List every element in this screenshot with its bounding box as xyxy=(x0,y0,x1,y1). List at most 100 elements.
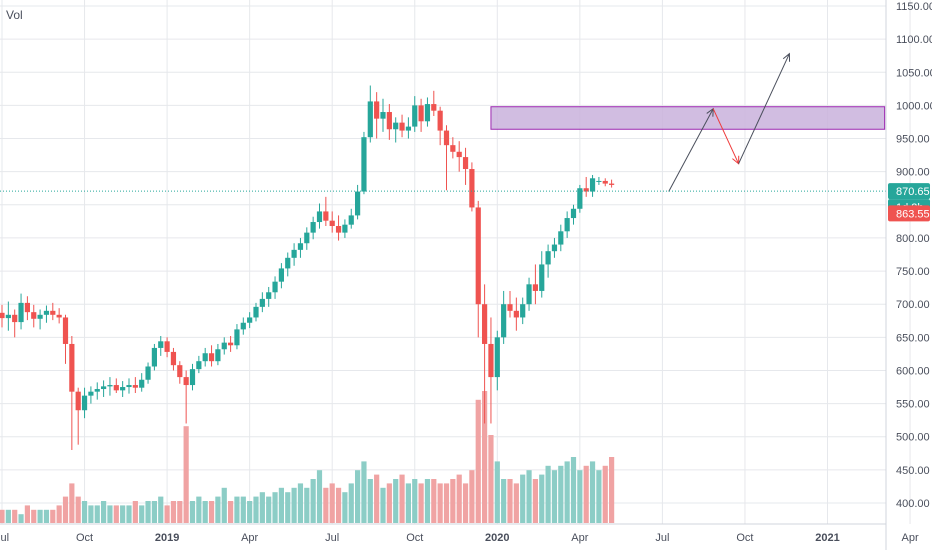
volume-bar xyxy=(5,509,11,523)
candle-body xyxy=(564,218,570,232)
time-axis: Jul Oct 2019 Apr Jul Oct 2020 Apr Jul Oct 2021 Apr xyxy=(0,523,919,544)
candle-body xyxy=(234,329,240,346)
candle-body xyxy=(494,337,500,378)
volume-bar xyxy=(520,474,526,523)
volume-bar xyxy=(234,496,240,523)
candle-body xyxy=(310,222,316,233)
projection-arrow-rally xyxy=(738,53,790,164)
candle-body xyxy=(488,343,494,378)
candle-body xyxy=(443,130,450,146)
candle-body xyxy=(120,387,126,391)
candle-body xyxy=(253,306,259,318)
candle-body xyxy=(532,284,538,291)
candle-body xyxy=(367,101,373,138)
volume-bar xyxy=(151,501,157,523)
volume-bar xyxy=(43,509,50,523)
volume-bar xyxy=(412,479,418,523)
candle-body xyxy=(551,244,558,252)
projection-arrow-up-head xyxy=(706,107,714,117)
candle-body xyxy=(266,292,272,299)
price-tags: 870.651d 2h863.55 xyxy=(888,183,930,222)
volume-bar xyxy=(399,474,405,523)
volume-bar xyxy=(424,479,431,523)
volume-bar xyxy=(475,399,481,523)
volume-bar xyxy=(539,474,545,523)
price-tick-label: 500.00 xyxy=(896,432,930,444)
volume-bar xyxy=(462,483,469,523)
candle-body xyxy=(342,224,348,233)
time-tick-label: Jul xyxy=(655,532,669,544)
candle-body xyxy=(145,366,151,380)
price-tick-label: 800.00 xyxy=(896,233,930,245)
candle-body xyxy=(501,304,507,338)
volume-bar xyxy=(101,501,107,523)
volume-bar xyxy=(75,496,81,523)
candle-body xyxy=(170,351,177,366)
volume-bar xyxy=(418,483,424,523)
volume-bar xyxy=(208,501,215,523)
volume-bar xyxy=(526,470,532,523)
time-tick-label: Oct xyxy=(736,532,753,544)
volume-bar xyxy=(221,487,227,523)
price-tick-label: 1100.00 xyxy=(896,34,932,46)
volume-bar xyxy=(247,501,253,523)
volume-bar xyxy=(0,509,5,523)
candle-body xyxy=(589,178,596,192)
candle-body xyxy=(380,112,386,119)
projection-arrow-rally-head xyxy=(782,52,791,62)
candle-body xyxy=(126,385,132,388)
candle-body xyxy=(456,151,462,158)
volume-bar xyxy=(609,457,615,523)
candle-body xyxy=(0,312,5,319)
candle-body xyxy=(62,317,69,344)
price-tick-label: 1150.00 xyxy=(896,1,932,13)
candle-body xyxy=(329,220,335,227)
candle-body xyxy=(507,304,513,311)
price-tick-label: 1050.00 xyxy=(896,67,932,79)
volume-bar xyxy=(393,479,399,523)
volume-bar xyxy=(304,487,310,523)
candle-body xyxy=(247,317,253,323)
volume-bar xyxy=(488,435,494,523)
volume-bar xyxy=(81,501,88,523)
candle-body xyxy=(469,169,475,208)
candle-body xyxy=(12,314,18,323)
candle-body xyxy=(221,342,227,350)
time-tick-label: 2020 xyxy=(485,532,509,544)
volume-bar xyxy=(443,483,450,523)
volume-bar xyxy=(278,487,284,523)
time-tick-label: Jul xyxy=(0,532,9,544)
volume-bar xyxy=(177,501,183,523)
volume-bar xyxy=(183,426,189,523)
volume-bar xyxy=(62,496,69,523)
volume-bar xyxy=(215,496,221,523)
volume-bar xyxy=(596,470,602,523)
volume-bar xyxy=(589,461,596,523)
resistance-zone xyxy=(490,106,886,130)
volume-bar xyxy=(202,501,208,523)
volume-bar xyxy=(456,474,462,523)
volume-bar xyxy=(405,483,411,523)
prev-price-tag-bg xyxy=(888,205,930,222)
time-tick-label: 2021 xyxy=(815,532,839,544)
price-tick-label: 1000.00 xyxy=(896,100,932,112)
volume-bar xyxy=(583,465,589,523)
price-tick-label: 400.00 xyxy=(896,498,930,510)
volume-bar xyxy=(272,492,278,523)
grid xyxy=(0,0,911,524)
resistance-zone-group xyxy=(490,106,886,130)
volume-bar xyxy=(532,479,538,523)
volume-bar xyxy=(291,487,297,523)
candle-body xyxy=(482,304,488,344)
price-tick-label: 900.00 xyxy=(896,167,930,179)
candle-body xyxy=(475,207,481,305)
volume-bar xyxy=(18,514,24,523)
candle-body xyxy=(412,105,418,127)
candle-body xyxy=(405,126,411,131)
volume-bar xyxy=(507,479,513,523)
volume-bar xyxy=(348,483,354,523)
time-tick-label: Oct xyxy=(406,532,423,544)
volume-bar xyxy=(37,509,43,523)
candle-body xyxy=(583,188,589,192)
